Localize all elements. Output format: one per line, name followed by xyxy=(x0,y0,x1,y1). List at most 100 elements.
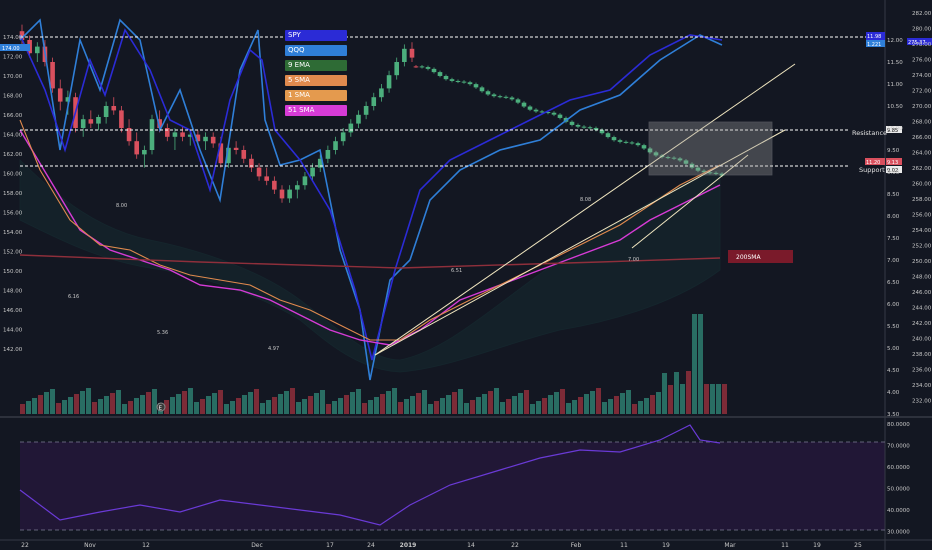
candle-body xyxy=(340,132,346,142)
candle-body xyxy=(356,114,361,124)
indicator-lines xyxy=(19,18,796,381)
right-tick-label-outer: 256.00 xyxy=(912,213,932,219)
candle-body xyxy=(479,87,485,92)
x-tick-label: 17 xyxy=(326,542,334,549)
volume-bar xyxy=(710,384,715,414)
left-tick-label: 158.00 xyxy=(3,191,23,197)
earnings-marker xyxy=(156,402,166,412)
rsi-line xyxy=(19,424,721,526)
candle-body xyxy=(545,112,551,114)
volume-bar xyxy=(428,404,433,414)
volume-bar xyxy=(416,393,421,414)
legend-item: 9 EMA xyxy=(285,60,347,71)
candle-body xyxy=(485,91,491,95)
candle-body xyxy=(653,152,659,156)
right-tick-label-outer: 278.00 xyxy=(912,42,932,48)
candle-body xyxy=(455,80,461,82)
volume-bar xyxy=(356,389,361,414)
candle-body xyxy=(157,119,162,128)
candle-body xyxy=(515,99,521,103)
x-tick-label: 11 xyxy=(620,542,628,549)
volume-bar xyxy=(560,389,565,414)
volume-bar xyxy=(278,394,283,414)
bollinger-fill xyxy=(19,159,721,373)
trendline-shallow xyxy=(374,129,786,356)
sma5-line xyxy=(19,119,721,341)
volume-bar xyxy=(56,403,61,414)
x-tick-label: 22 xyxy=(21,542,29,549)
volume-bar xyxy=(578,397,583,414)
candle-body xyxy=(503,96,509,98)
volume-bar xyxy=(218,390,223,414)
point-label: 8.00 xyxy=(116,203,127,209)
volume-bar xyxy=(434,401,439,414)
right-tick-label-outer: 236.00 xyxy=(912,368,932,374)
volume-bar xyxy=(92,402,97,414)
right-tag-b: 1.221 xyxy=(867,42,881,48)
volume-bar xyxy=(50,389,55,414)
x-tick-label: 11 xyxy=(781,542,789,549)
volume-bar xyxy=(176,394,181,414)
right-tick-label-inner: 3.50 xyxy=(887,412,900,418)
candle-body xyxy=(533,109,539,112)
x-tick-label: 19 xyxy=(662,542,670,549)
candle-body xyxy=(402,48,407,62)
candle-body xyxy=(50,62,55,89)
candle-body xyxy=(65,97,71,102)
point-label: 5.36 xyxy=(157,330,168,336)
volume-bar xyxy=(98,399,103,414)
candle-body xyxy=(164,128,170,137)
left-tick-label: 160.00 xyxy=(3,172,23,178)
sup-tag1: 11.20 xyxy=(866,160,880,166)
volume-bar xyxy=(644,398,649,414)
candle-body xyxy=(707,172,713,174)
candle-body xyxy=(57,88,63,102)
right-tick-label-outer: 282.00 xyxy=(912,11,932,17)
res-tag-box xyxy=(886,126,902,133)
volume-bar xyxy=(200,399,205,414)
volume-bar xyxy=(494,388,499,414)
volume-bar xyxy=(290,388,295,414)
right-tick-label-outer: 252.00 xyxy=(912,244,932,250)
volume-bar xyxy=(662,373,667,414)
candle-body xyxy=(647,148,653,153)
left-tick-label: 152.00 xyxy=(3,250,23,256)
right-tick-label-outer: 266.00 xyxy=(912,135,932,141)
earnings-label: E xyxy=(159,406,163,412)
left-price-tag-label: 174.00 xyxy=(2,46,20,52)
volume-bar xyxy=(116,390,121,414)
right-tick-label-outer: 244.00 xyxy=(912,306,932,312)
volume-bar xyxy=(206,396,211,414)
volume-bars xyxy=(20,314,727,414)
right-tick-label-outer: 258.00 xyxy=(912,197,932,203)
left-price-tag xyxy=(0,44,30,51)
volume-bar xyxy=(242,395,247,414)
candle-body xyxy=(333,141,338,150)
volume-bar xyxy=(266,400,271,414)
left-tick-label: 162.00 xyxy=(3,152,23,158)
right-tick-label-inner: 6.50 xyxy=(887,280,900,286)
volume-bar xyxy=(380,394,385,414)
volume-bar xyxy=(698,314,703,414)
candle-body xyxy=(587,127,593,129)
left-tick-label: 168.00 xyxy=(3,94,23,100)
volume-bar xyxy=(632,404,637,414)
x-tick-label: 12 xyxy=(142,542,150,549)
candle-body xyxy=(617,140,623,142)
volume-bar xyxy=(188,388,193,414)
volume-bar xyxy=(44,392,49,414)
legend-item: SPY xyxy=(285,30,347,41)
volume-bar xyxy=(140,395,145,414)
volume-bar xyxy=(74,394,79,414)
right-tick-label-outer: 276.00 xyxy=(912,58,932,64)
candle-body xyxy=(111,106,117,111)
candle-body xyxy=(80,119,86,128)
sma200-tag xyxy=(728,250,793,263)
rsi-tick-label: 70.0000 xyxy=(887,444,910,450)
volume-bar xyxy=(452,392,457,414)
volume-bar xyxy=(488,391,493,414)
left-tick-label: 172.00 xyxy=(3,55,23,61)
volume-bar xyxy=(566,403,571,414)
left-tick-label: 148.00 xyxy=(3,289,23,295)
right-tick-label-inner: 7.00 xyxy=(887,258,900,264)
